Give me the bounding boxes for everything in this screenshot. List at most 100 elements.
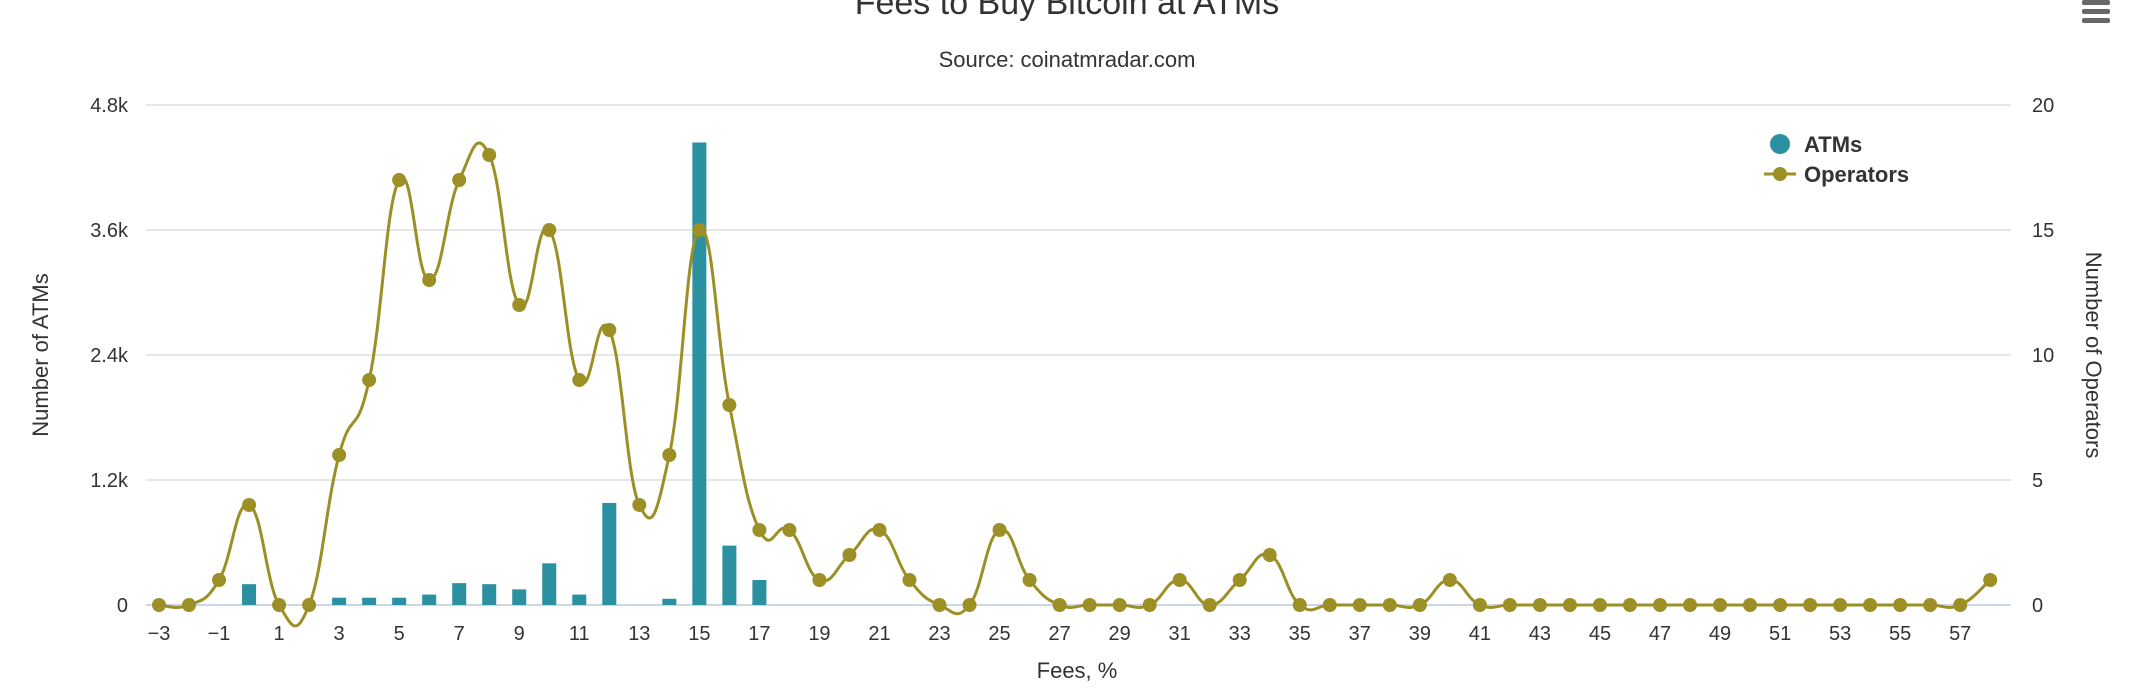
operators-point[interactable] xyxy=(602,323,617,337)
operators-point[interactable] xyxy=(1082,598,1097,612)
x-tick-label: 11 xyxy=(569,623,590,645)
operators-point[interactable] xyxy=(392,173,407,187)
y-left-tick-label: 1.2k xyxy=(90,470,129,492)
operators-point[interactable] xyxy=(662,448,677,462)
operators-point[interactable] xyxy=(932,598,947,612)
y-right-axis-ticks: 0 5 10 15 20 xyxy=(2032,95,2054,617)
operators-point[interactable] xyxy=(1232,573,1247,587)
operators-point[interactable] xyxy=(722,398,737,412)
atms-bar[interactable] xyxy=(242,584,257,605)
operators-point[interactable] xyxy=(902,573,917,587)
operators-point[interactable] xyxy=(1893,598,1908,612)
operators-point[interactable] xyxy=(482,148,497,162)
operators-point[interactable] xyxy=(182,598,197,612)
operators-point[interactable] xyxy=(512,298,527,312)
operators-point[interactable] xyxy=(1622,598,1637,612)
operators-point[interactable] xyxy=(212,573,227,587)
atms-bar[interactable] xyxy=(572,594,587,605)
x-tick-label: 15 xyxy=(688,623,710,645)
operators-point[interactable] xyxy=(1863,598,1878,612)
atms-bar[interactable] xyxy=(662,598,677,605)
operators-point[interactable] xyxy=(1713,598,1728,612)
operators-point[interactable] xyxy=(1442,573,1457,587)
atms-bar[interactable] xyxy=(692,142,707,606)
legend-label-atms: ATMs xyxy=(1804,132,1862,157)
operators-point[interactable] xyxy=(1142,598,1157,612)
operators-point[interactable] xyxy=(1412,598,1427,612)
operators-point[interactable] xyxy=(1292,598,1307,612)
y-right-axis-title: Number of Operators xyxy=(2081,252,2106,459)
legend-item-operators[interactable]: Operators xyxy=(1764,162,1909,187)
y-left-axis-ticks: 0 1.2k 2.4k 3.6k 4.8k xyxy=(90,95,129,617)
operators-point[interactable] xyxy=(1562,598,1577,612)
operators-point[interactable] xyxy=(1653,598,1667,612)
operators-legend-marker xyxy=(1773,167,1787,181)
operators-point[interactable] xyxy=(1743,598,1758,612)
operators-point[interactable] xyxy=(242,498,257,512)
operators-point[interactable] xyxy=(542,223,557,237)
legend: ATMs Operators xyxy=(1764,132,1909,187)
operators-point[interactable] xyxy=(1052,598,1067,612)
operators-point[interactable] xyxy=(1172,573,1187,587)
operators-point[interactable] xyxy=(572,373,587,387)
operators-point[interactable] xyxy=(632,498,647,512)
operators-point[interactable] xyxy=(992,523,1007,537)
operators-point[interactable] xyxy=(422,273,437,287)
operators-point[interactable] xyxy=(1202,598,1217,612)
operators-point[interactable] xyxy=(812,573,827,587)
x-tick-label: 45 xyxy=(1589,623,1611,645)
operators-point[interactable] xyxy=(1592,598,1607,612)
x-tick-label: 49 xyxy=(1709,623,1731,645)
operators-point[interactable] xyxy=(1803,598,1818,612)
operators-point[interactable] xyxy=(1262,548,1277,562)
operators-point[interactable] xyxy=(752,523,767,537)
operators-point[interactable] xyxy=(1472,598,1487,612)
atms-bar[interactable] xyxy=(722,545,737,605)
hamburger-menu-icon[interactable] xyxy=(2082,0,2110,23)
operators-point[interactable] xyxy=(1983,573,1998,587)
operators-point[interactable] xyxy=(452,173,467,187)
legend-item-atms[interactable]: ATMs xyxy=(1770,132,1862,157)
operators-point[interactable] xyxy=(1022,573,1037,587)
operators-point[interactable] xyxy=(1773,598,1788,612)
operators-point[interactable] xyxy=(1683,598,1698,612)
x-tick-label: 53 xyxy=(1829,623,1851,645)
atms-bar[interactable] xyxy=(332,597,347,605)
atms-bar[interactable] xyxy=(512,589,527,605)
operators-point[interactable] xyxy=(1502,598,1517,612)
x-tick-label: 25 xyxy=(988,623,1010,645)
operators-point[interactable] xyxy=(1322,598,1337,612)
atms-bar[interactable] xyxy=(392,597,407,605)
operators-point[interactable] xyxy=(152,598,166,612)
atms-bar[interactable] xyxy=(362,597,377,605)
operators-point[interactable] xyxy=(362,373,377,387)
atms-bar[interactable] xyxy=(422,594,437,605)
y-right-tick-label: 10 xyxy=(2032,345,2054,367)
operators-point[interactable] xyxy=(1352,598,1367,612)
x-tick-label: −3 xyxy=(148,623,171,645)
operators-point[interactable] xyxy=(1953,598,1968,612)
operators-point[interactable] xyxy=(1112,598,1127,612)
atms-bar[interactable] xyxy=(452,583,467,605)
operators-point[interactable] xyxy=(272,598,287,612)
operators-point[interactable] xyxy=(302,598,317,612)
atms-bar[interactable] xyxy=(542,563,557,605)
operators-point[interactable] xyxy=(872,523,887,537)
atms-bar[interactable] xyxy=(602,502,617,605)
operators-point[interactable] xyxy=(1923,598,1938,612)
operators-point[interactable] xyxy=(332,448,347,462)
x-tick-label: 9 xyxy=(514,623,525,645)
x-tick-label: 21 xyxy=(868,623,890,645)
operators-point[interactable] xyxy=(782,523,797,537)
operators-point[interactable] xyxy=(692,223,707,237)
operators-point[interactable] xyxy=(962,598,977,612)
chart-subtitle: Source: coinatmradar.com xyxy=(939,47,1196,72)
operators-point[interactable] xyxy=(842,548,857,562)
x-tick-label: 37 xyxy=(1349,623,1371,645)
x-axis-title: Fees, % xyxy=(1037,658,1118,683)
operators-point[interactable] xyxy=(1532,598,1547,612)
operators-point[interactable] xyxy=(1833,598,1848,612)
operators-point[interactable] xyxy=(1382,598,1397,612)
atms-bar[interactable] xyxy=(482,584,497,605)
atms-bar[interactable] xyxy=(752,580,767,605)
